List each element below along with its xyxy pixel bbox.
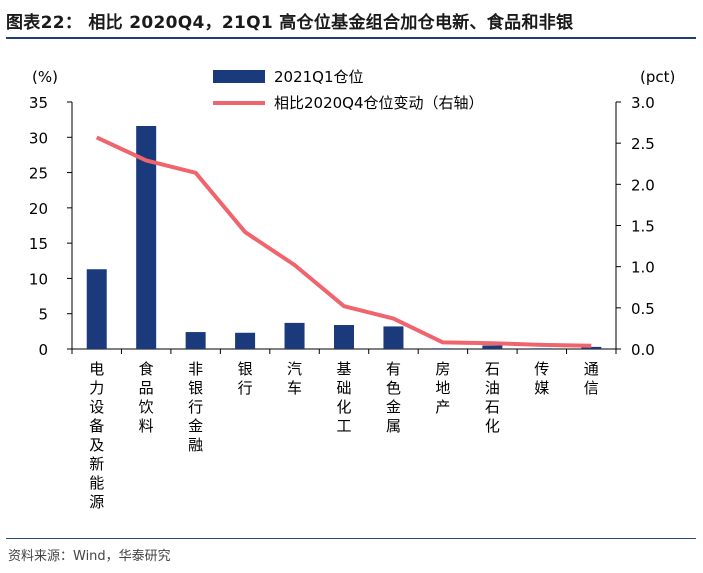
bar-4 (235, 332, 256, 349)
right-tick-label: 1.0 (631, 259, 655, 277)
bar-2 (136, 125, 157, 349)
x-label-7: 有色金属 (386, 360, 401, 435)
chart-title: 图表22： 相比 2020Q4，21Q1 高仓位基金组合加仓电新、食品和非银 (6, 13, 574, 33)
x-label-3: 非银行金融 (188, 360, 203, 454)
line-series (95, 135, 592, 348)
title-divider (6, 37, 696, 39)
bar-6 (334, 325, 354, 349)
right-tick-label: 0.0 (631, 341, 655, 359)
x-label-11: 通信 (584, 360, 599, 397)
left-tick-label: 0 (38, 341, 48, 359)
chart-axes: 0 5 10 15 20 25 30 35 (%) 0.0 0.5 1.0 1.5 2.0 2.5 3.0 (p… (29, 68, 675, 359)
right-tick-label: 2.0 (631, 176, 655, 194)
source-note: 资料来源：Wind，华泰研究 (8, 549, 171, 564)
position-change-line (95, 135, 592, 348)
legend-line-label: 相比2020Q4仓位变动（右轴） (274, 94, 484, 112)
right-tick-label: 0.5 (631, 300, 655, 318)
right-tick-label: 1.5 (631, 218, 655, 236)
left-tick-label: 15 (29, 235, 48, 253)
left-tick-label: 5 (38, 306, 48, 324)
combo-chart: 0 5 10 15 20 25 30 35 (%) 0.0 0.5 1.0 1.5 2.0 2.5 3.0 (p… (29, 68, 675, 511)
right-axis-unit: (pct) (640, 68, 675, 86)
bar-3 (185, 332, 206, 349)
right-tick-label: 3.0 (631, 94, 655, 112)
x-label-4: 银行 (238, 360, 253, 397)
x-label-5: 汽车 (287, 360, 302, 397)
bar-5 (284, 322, 305, 349)
left-tick-label: 25 (29, 165, 48, 183)
x-label-2: 食品饮料 (139, 360, 154, 435)
bar-8 (432, 348, 453, 350)
bar-series (86, 125, 602, 350)
x-label-6: 基础化工 (336, 360, 351, 435)
left-tick-label: 35 (29, 94, 48, 112)
right-tick-label: 2.5 (631, 135, 655, 153)
x-label-10: 传媒 (534, 360, 549, 397)
bar-7 (383, 326, 404, 349)
legend-bar-swatch (213, 70, 265, 83)
footer-divider (6, 538, 696, 539)
left-tick-label: 30 (29, 129, 48, 147)
legend-bar-label: 2021Q1仓位 (274, 68, 364, 86)
x-label-1: 电力设备及新能源 (89, 360, 104, 511)
x-label-8: 房地产 (435, 360, 450, 416)
left-tick-label: 10 (29, 270, 48, 288)
left-tick-label: 20 (29, 200, 48, 218)
bar-11 (581, 346, 602, 349)
bar-9 (482, 345, 503, 349)
bar-10 (531, 348, 552, 350)
x-label-9: 石油石化 (485, 360, 500, 435)
bar-1 (86, 269, 107, 349)
left-axis-unit: (%) (32, 68, 58, 86)
